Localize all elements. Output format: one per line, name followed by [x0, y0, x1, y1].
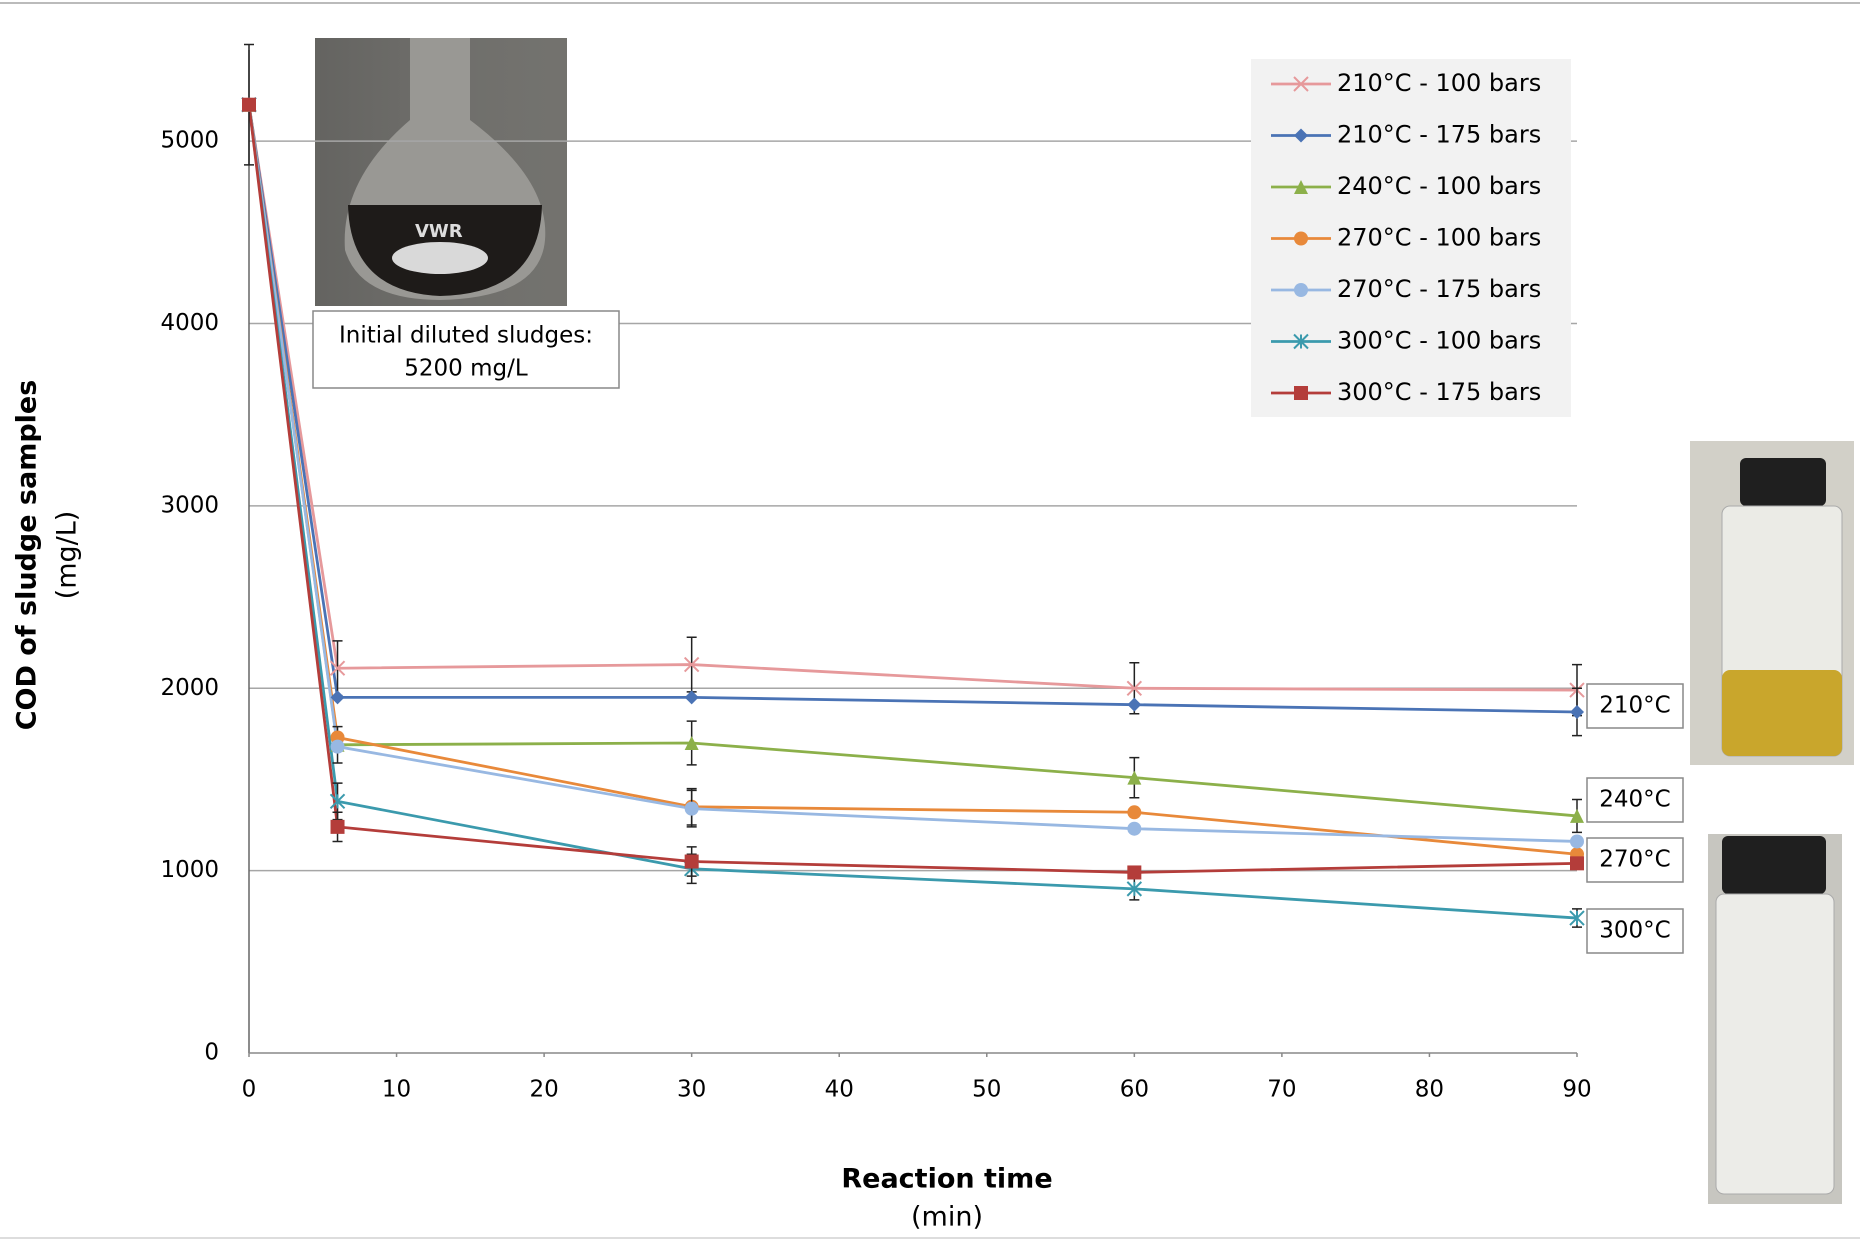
x-axis-title: Reaction time — [841, 1164, 1052, 1195]
end-label-box — [1586, 777, 1684, 823]
y-tick-label: 5000 — [160, 128, 219, 154]
y-axis-unit: (mg/L) — [52, 511, 83, 600]
legend-label: 270°C - 175 bars — [1337, 275, 1541, 303]
x-tick-label: 20 — [529, 1077, 558, 1103]
legend-label: 210°C - 175 bars — [1337, 121, 1541, 149]
marker — [1294, 180, 1308, 194]
marker — [1127, 865, 1142, 880]
x-tick-label: 90 — [1562, 1077, 1591, 1103]
marker — [1294, 128, 1308, 143]
marker — [684, 690, 699, 705]
marker — [1126, 881, 1143, 897]
marker — [1570, 856, 1584, 871]
marker — [684, 735, 699, 750]
x-tick-label: 10 — [382, 1077, 411, 1103]
annotation-box — [312, 310, 620, 389]
legend-label: 210°C - 100 bars — [1337, 69, 1541, 97]
end-label: 240°C — [1599, 787, 1670, 813]
annotation-text: Initial diluted sludges: — [339, 323, 593, 349]
marker — [1570, 704, 1584, 719]
marker — [1126, 680, 1143, 696]
marker — [1293, 333, 1309, 350]
x-tick-label: 50 — [972, 1077, 1001, 1103]
marker — [1127, 805, 1142, 820]
x-tick-label: 0 — [242, 1077, 257, 1103]
marker — [1570, 834, 1584, 849]
y-tick-label: 3000 — [160, 492, 219, 518]
marker — [330, 739, 345, 754]
end-label-box — [1586, 908, 1684, 954]
y-tick-label: 0 — [204, 1040, 219, 1066]
legend-label: 300°C - 175 bars — [1337, 378, 1541, 406]
y-tick-label: 1000 — [160, 857, 219, 883]
end-label-box — [1586, 683, 1684, 729]
marker — [1127, 770, 1142, 785]
marker — [329, 793, 346, 810]
vial-photo-210 — [1690, 441, 1854, 765]
end-label: 210°C — [1599, 693, 1670, 719]
marker — [1294, 386, 1308, 400]
marker — [329, 660, 346, 676]
x-axis-unit: (min) — [911, 1202, 983, 1233]
x-tick-label: 80 — [1415, 1077, 1444, 1103]
x-tick-label: 30 — [677, 1077, 706, 1103]
marker — [684, 854, 699, 869]
legend-label: 300°C - 100 bars — [1337, 327, 1541, 355]
x-tick-label: 40 — [825, 1077, 854, 1103]
vial-photo-300 — [1708, 834, 1842, 1204]
legend-label: 240°C - 100 bars — [1337, 172, 1541, 200]
end-label: 270°C — [1599, 847, 1670, 873]
marker — [1293, 76, 1309, 92]
annotation-text: 5200 mg/L — [404, 356, 528, 382]
y-axis-title: COD of sludge samples — [12, 380, 43, 731]
y-tick-label: 2000 — [160, 675, 219, 701]
marker — [242, 97, 256, 112]
marker — [330, 819, 345, 834]
marker — [1294, 231, 1308, 246]
marker — [1127, 697, 1142, 712]
flask-photo: VWR — [315, 38, 567, 306]
legend-label: 270°C - 100 bars — [1337, 224, 1541, 252]
marker — [1294, 283, 1308, 297]
flask-brand: VWR — [415, 221, 463, 242]
marker — [683, 656, 700, 673]
marker — [1570, 808, 1584, 823]
end-label-box — [1586, 837, 1684, 883]
marker — [1569, 910, 1585, 926]
marker — [1127, 821, 1142, 836]
end-label: 300°C — [1599, 918, 1670, 944]
y-tick-label: 4000 — [160, 310, 219, 336]
x-tick-label: 60 — [1120, 1077, 1149, 1103]
marker — [330, 690, 345, 705]
marker — [684, 801, 699, 816]
x-tick-label: 70 — [1267, 1077, 1296, 1103]
